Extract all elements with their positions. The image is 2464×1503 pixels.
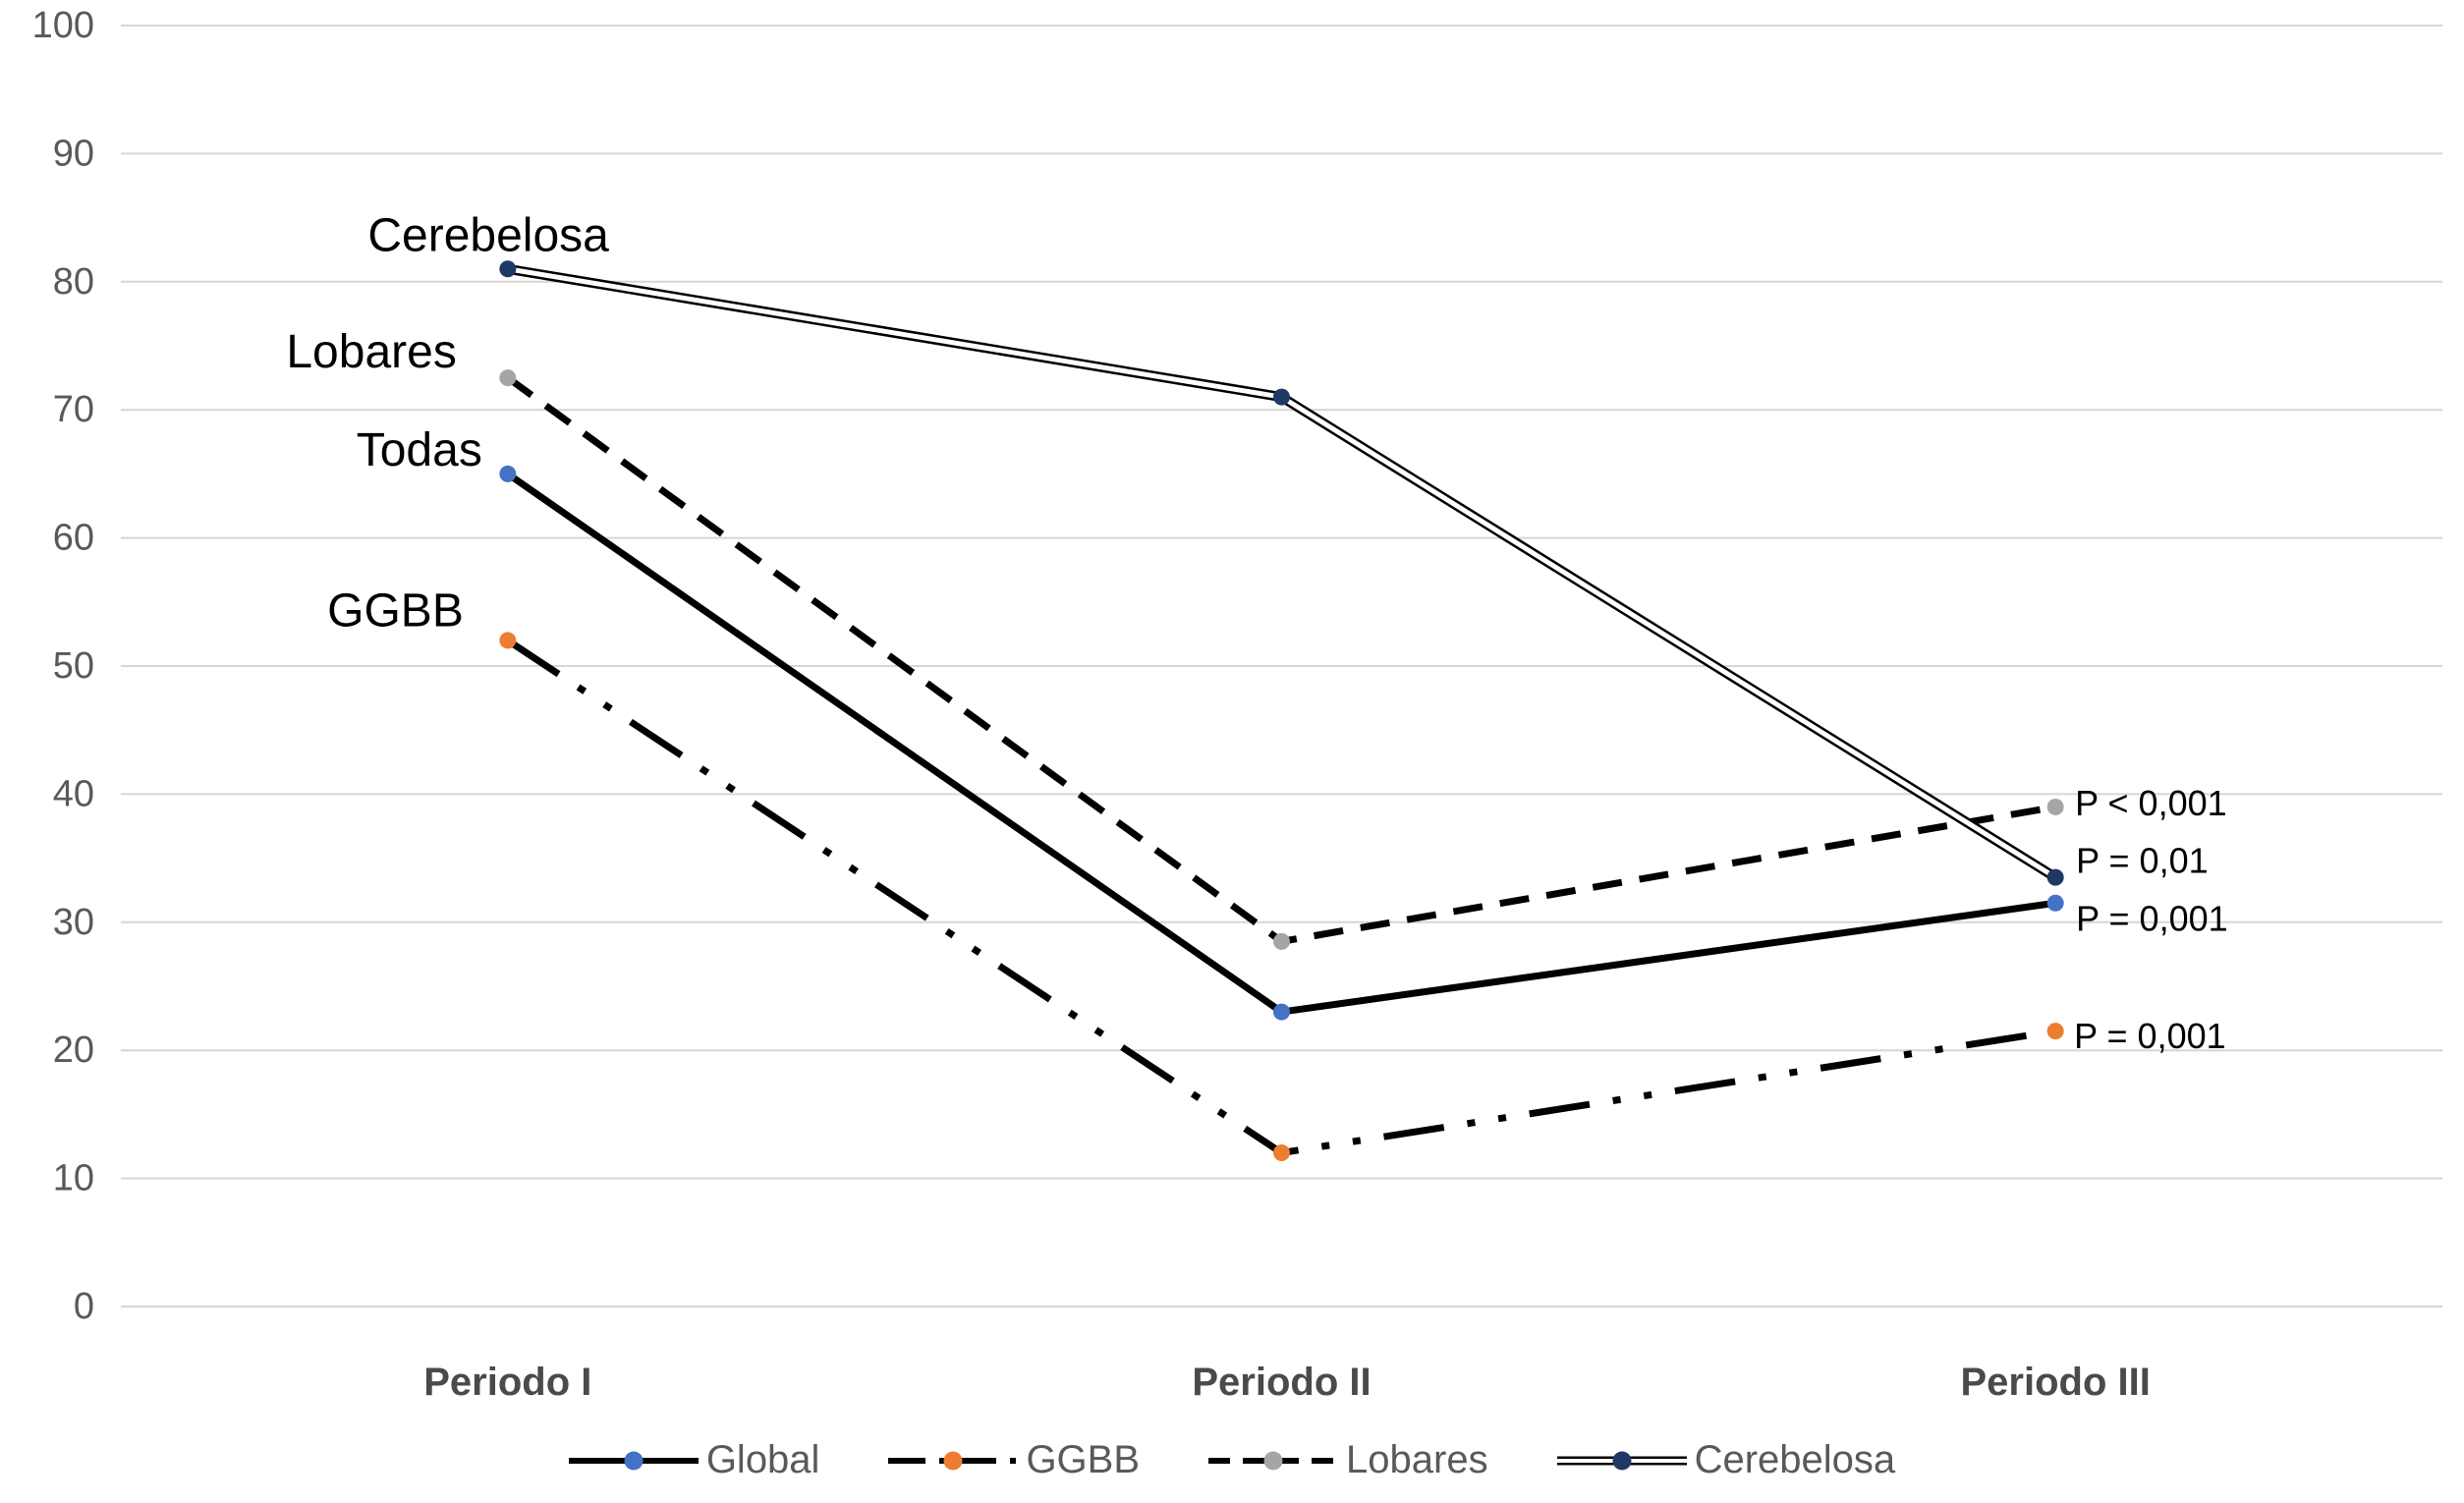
legend-marker — [1263, 1451, 1283, 1470]
series-markers — [499, 260, 2064, 1162]
marker-global-2 — [2046, 894, 2064, 912]
legend-item-global: Global — [568, 1438, 820, 1482]
marker-ggbb-2 — [2046, 1023, 2064, 1040]
legend-swatch-lobares — [1208, 1451, 1339, 1470]
y-tick-label: 20 — [53, 1030, 94, 1071]
marker-ggbb-1 — [1273, 1144, 1290, 1162]
marker-cerebelosa-2 — [2046, 868, 2064, 886]
p-value-label-lobares: P < 0,001 — [2075, 783, 2226, 823]
y-tick-label: 40 — [53, 773, 94, 814]
chart-legend: Global GGBB Lobares Cerebelosa — [0, 1438, 2464, 1482]
y-tick-label: 50 — [53, 645, 94, 687]
x-axis-category-labels: Periodo I Periodo II Periodo III — [423, 1361, 2151, 1404]
legend-item-cerebelosa: Cerebelosa — [1556, 1438, 1896, 1482]
series-line-cerebelosa — [507, 263, 2058, 882]
y-tick-label: 100 — [32, 5, 94, 46]
legend-marker — [1612, 1451, 1632, 1470]
legend-label-cerebelosa: Cerebelosa — [1694, 1438, 1896, 1481]
y-tick-label: 30 — [53, 902, 94, 943]
legend-swatch-cerebelosa — [1556, 1451, 1687, 1470]
series-line-cerebelosa-inner — [507, 266, 2057, 880]
legend-label-ggbb: GGBB — [1026, 1438, 1141, 1481]
legend-swatch-global — [568, 1451, 699, 1470]
marker-lobares-1 — [1273, 932, 1290, 950]
y-tick-label: 10 — [53, 1158, 94, 1199]
marker-lobares-0 — [499, 369, 517, 387]
x-category-label: Periodo II — [1192, 1361, 1371, 1404]
series-line-ggbb — [505, 638, 2056, 1157]
legend-marker — [943, 1451, 963, 1470]
legend-item-lobares: Lobares — [1208, 1438, 1488, 1482]
x-category-label: Periodo I — [423, 1361, 591, 1404]
series-line-lobares — [505, 374, 2056, 945]
marker-global-1 — [1273, 1003, 1290, 1021]
marker-lobares-2 — [2046, 798, 2064, 815]
y-tick-label: 80 — [53, 261, 94, 303]
y-tick-label: 0 — [74, 1286, 94, 1327]
y-tick-label: 60 — [53, 518, 94, 559]
p-value-label-ggbb: P = 0,001 — [2074, 1016, 2225, 1056]
legend-label-global: Global — [705, 1438, 820, 1481]
x-category-label: Periodo III — [1960, 1361, 2150, 1404]
marker-cerebelosa-1 — [1273, 388, 1290, 406]
series-line-global — [505, 471, 2056, 1016]
p-value-label-global: P = 0,001 — [2076, 899, 2227, 939]
y-tick-label: 90 — [53, 133, 94, 174]
series-label-cerebelosa: Cerebelosa — [367, 209, 609, 261]
gridlines — [121, 25, 2442, 1308]
y-axis-tick-labels: 0 10 20 30 40 50 60 70 80 90 100 — [32, 5, 94, 1327]
legend-item-ggbb: GGBB — [888, 1438, 1140, 1482]
series-label-global: Todas — [357, 424, 482, 476]
series-label-ggbb: GGBB — [327, 584, 464, 637]
annotations: Todas GGBB Lobares Cerebelosa P = 0,001 P = 0… — [286, 209, 2227, 1056]
legend-swatch-ggbb — [888, 1451, 1019, 1470]
marker-cerebelosa-0 — [499, 260, 517, 278]
marker-global-0 — [499, 465, 517, 482]
marker-ggbb-0 — [499, 632, 517, 649]
legend-marker — [624, 1451, 644, 1470]
series-label-lobares: Lobares — [286, 326, 456, 378]
legend-label-lobares: Lobares — [1346, 1438, 1488, 1481]
p-value-label-cerebelosa: P = 0,01 — [2076, 841, 2208, 881]
y-tick-label: 70 — [53, 389, 94, 430]
